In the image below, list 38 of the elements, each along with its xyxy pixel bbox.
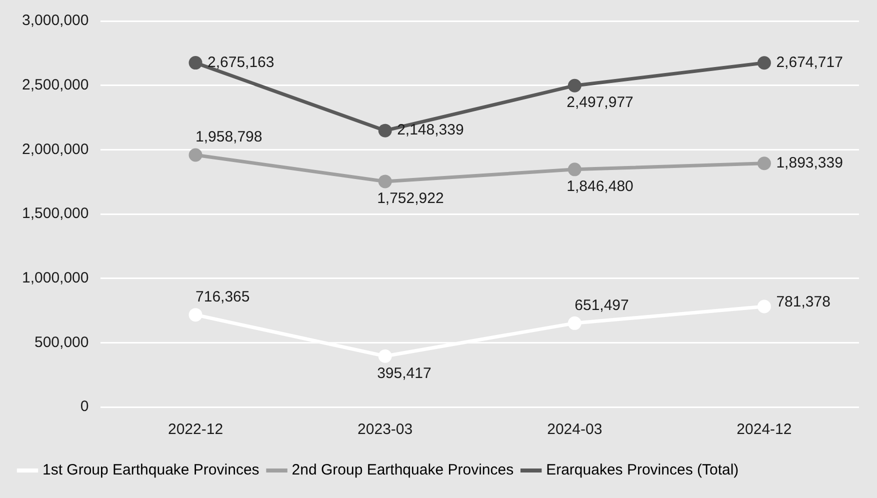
y-tick-label: 2,500,000: [22, 76, 89, 94]
point: [188, 56, 202, 70]
y-tick-label: 1,000,000: [22, 269, 89, 286]
y-tick-label: 0: [80, 398, 89, 416]
data-label: 395,417: [377, 364, 432, 382]
point: [757, 56, 771, 70]
x-tick-label: 2024-12: [736, 421, 792, 438]
point: [568, 78, 582, 92]
y-tick-label: 3,000,000: [22, 12, 89, 30]
data-label: 2,148,339: [397, 122, 464, 139]
y-tick-label: 1,500,000: [22, 205, 89, 222]
point: [378, 349, 392, 363]
legend-label: Erarquakes Provinces (Total): [546, 462, 739, 479]
data-label: 1,893,339: [776, 154, 843, 172]
point: [378, 174, 392, 188]
point: [757, 300, 771, 314]
data-label: 2,497,977: [566, 94, 634, 112]
legend-label: 1st Group Earthquake Provinces: [42, 462, 260, 479]
point: [568, 162, 582, 176]
data-label: 716,365: [196, 288, 250, 306]
data-label: 651,497: [574, 296, 629, 314]
data-label: 1,752,922: [377, 190, 444, 208]
x-tick-label: 2024-03: [547, 421, 602, 438]
data-label: 1,846,480: [566, 178, 634, 196]
y-tick-label: 2,000,000: [22, 140, 89, 158]
data-label: 1,958,798: [196, 128, 262, 146]
x-tick-label: 2023-03: [358, 421, 413, 438]
data-label: 2,675,163: [208, 54, 274, 71]
data-label: 781,378: [776, 294, 830, 311]
data-label: 2,674,717: [776, 54, 843, 71]
x-tick-label: 2022-12: [168, 421, 224, 438]
point: [378, 124, 392, 138]
y-tick-label: 500,000: [34, 334, 89, 351]
point: [188, 148, 202, 162]
point: [188, 308, 202, 322]
point: [568, 316, 582, 330]
legend-label: 2nd Group Earthquake Provinces: [292, 462, 514, 479]
point: [757, 156, 771, 170]
